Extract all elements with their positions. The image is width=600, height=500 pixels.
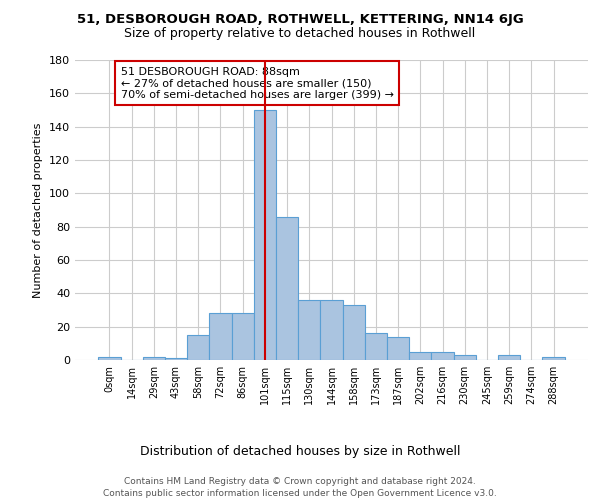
Bar <box>320 300 343 360</box>
Bar <box>343 305 365 360</box>
Bar <box>431 352 454 360</box>
Text: Distribution of detached houses by size in Rothwell: Distribution of detached houses by size … <box>140 444 460 458</box>
Bar <box>498 355 520 360</box>
Bar <box>365 334 387 360</box>
Text: 51, DESBOROUGH ROAD, ROTHWELL, KETTERING, NN14 6JG: 51, DESBOROUGH ROAD, ROTHWELL, KETTERING… <box>77 12 523 26</box>
Bar <box>254 110 276 360</box>
Bar <box>454 355 476 360</box>
Bar <box>187 335 209 360</box>
Text: 51 DESBOROUGH ROAD: 88sqm
← 27% of detached houses are smaller (150)
70% of semi: 51 DESBOROUGH ROAD: 88sqm ← 27% of detac… <box>121 66 394 100</box>
Text: Size of property relative to detached houses in Rothwell: Size of property relative to detached ho… <box>124 28 476 40</box>
Bar <box>542 356 565 360</box>
Text: Contains HM Land Registry data © Crown copyright and database right 2024.
Contai: Contains HM Land Registry data © Crown c… <box>103 476 497 498</box>
Bar <box>232 314 254 360</box>
Bar <box>98 356 121 360</box>
Bar <box>165 358 187 360</box>
Bar <box>387 336 409 360</box>
Bar <box>298 300 320 360</box>
Bar <box>209 314 232 360</box>
Bar <box>143 356 165 360</box>
Bar <box>276 216 298 360</box>
Bar <box>409 352 431 360</box>
Y-axis label: Number of detached properties: Number of detached properties <box>34 122 43 298</box>
